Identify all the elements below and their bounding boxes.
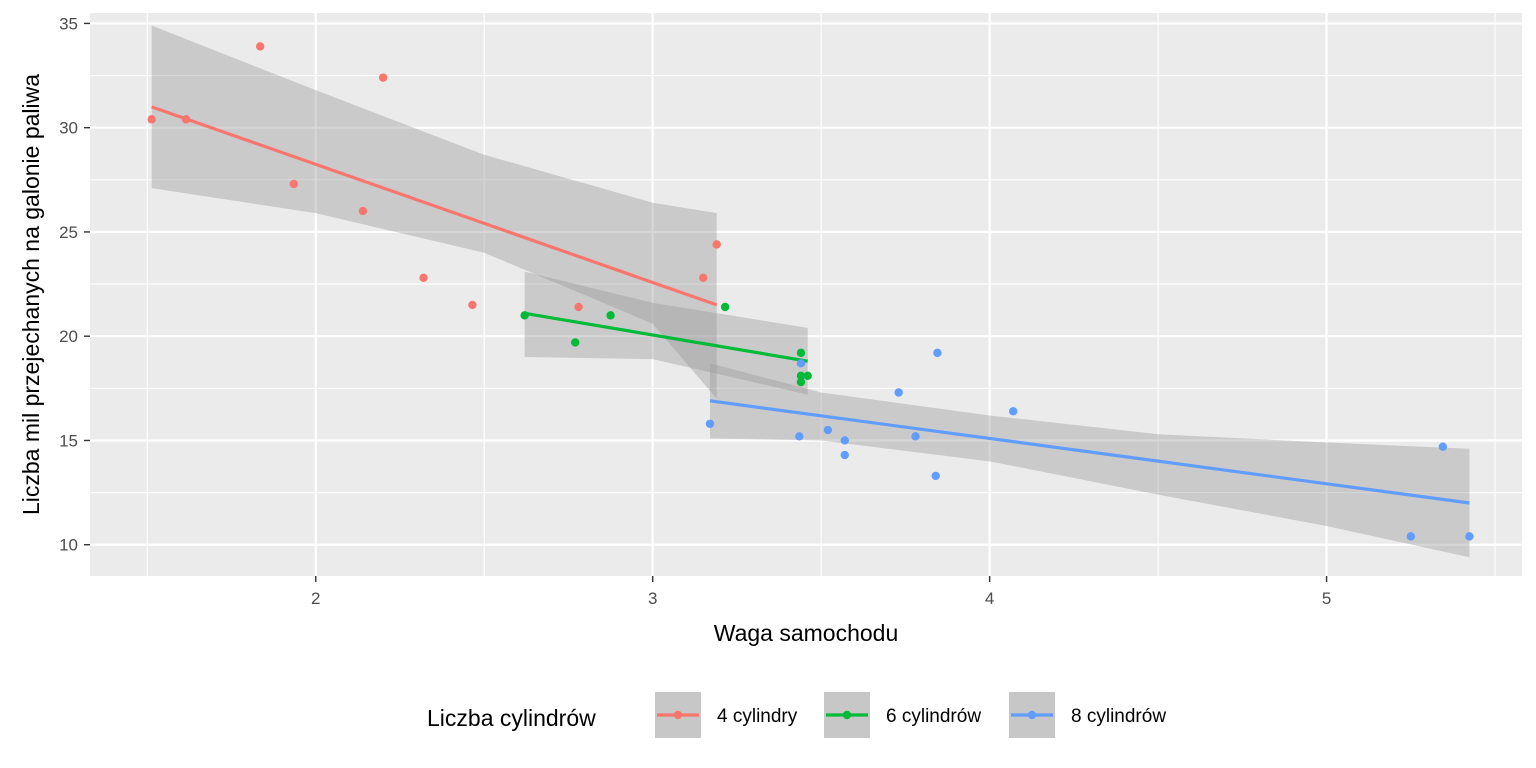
legend: Liczba cylindrów 4 cylindry 6 cylindrów 8 … [427,692,1166,738]
data-point [840,450,849,460]
legend-key-point [673,710,683,720]
y-tick-label: 10 [59,536,78,555]
data-point [1465,532,1474,541]
data-point [419,273,428,283]
x-tick-label: 4 [985,589,994,608]
data-point [1438,442,1448,451]
data-point [795,432,804,441]
data-point [289,179,299,189]
y-tick-label: 20 [59,327,78,346]
data-point [705,419,715,428]
data-point [606,311,615,320]
data-point [803,371,812,381]
x-tick-label: 2 [311,589,320,608]
data-point [255,42,265,51]
x-tick-label: 5 [1322,589,1331,608]
data-point [720,302,730,312]
data-point [570,338,580,347]
data-point [823,425,833,435]
legend-label: 6 cylindrów [886,706,981,727]
grid-lines [90,13,1522,576]
data-point [574,302,583,312]
data-point [796,371,806,381]
legend-key-point [1027,710,1037,720]
data-point [147,115,156,124]
confidence-band-3 [709,363,1470,558]
axis-ticks: 2 3 4 5 10 15 20 25 30 35 [59,14,1331,608]
data-point [1406,532,1416,541]
legend-key-point [842,710,852,720]
data-point [796,348,806,358]
data-point [911,432,920,441]
legend-label: 8 cylindrów [1071,706,1166,727]
y-tick-label: 30 [59,119,78,138]
legend-title: Liczba cylindrów [427,705,596,731]
x-tick-label: 3 [648,589,657,608]
y-axis-title: Liczba mil przejechanych na galonie pali… [18,74,44,515]
data-point [894,388,903,397]
data-point [468,300,477,310]
data-points [147,42,1474,541]
data-point [699,273,708,283]
y-tick-label: 15 [59,431,78,450]
y-tick-label: 25 [59,223,78,242]
data-point [181,115,191,124]
data-point [712,240,721,249]
legend-label: 4 cylindry [717,706,798,727]
confidence-bands [151,25,1470,558]
confidence-band-1 [151,25,717,399]
data-point [796,359,806,368]
fit-line-1 [151,105,718,307]
x-axis-title: Waga samochodu [714,620,899,646]
data-point [358,206,368,216]
fit-line-3 [709,399,1470,505]
data-point [931,471,940,481]
data-point [796,377,806,387]
plot-panel [90,13,1522,576]
data-point [1009,407,1018,416]
confidence-band-2 [524,271,808,395]
data-point [933,348,942,358]
fit-lines [151,105,1470,505]
y-tick-label: 35 [59,14,78,33]
data-point [840,436,849,445]
data-point [520,311,529,320]
data-point [378,73,388,82]
fit-line-2 [524,311,808,363]
